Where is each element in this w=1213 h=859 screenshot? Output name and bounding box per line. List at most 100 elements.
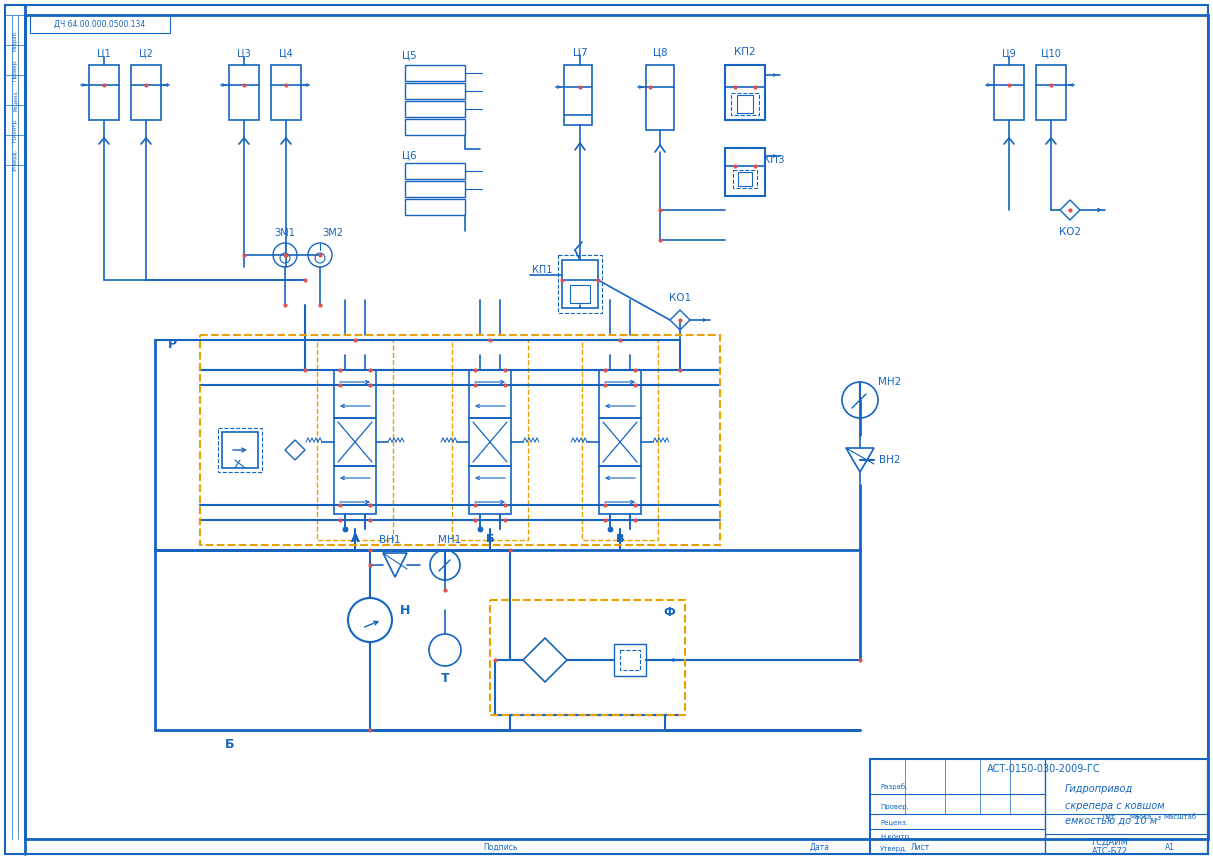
Text: Р: Р xyxy=(167,338,177,351)
Bar xyxy=(731,93,759,115)
Text: Ц8: Ц8 xyxy=(653,47,667,57)
Text: КП1: КП1 xyxy=(531,265,552,275)
Bar xyxy=(725,65,765,120)
Bar xyxy=(599,418,640,466)
Text: Гидропривод: Гидропривод xyxy=(1065,784,1133,794)
Text: КП3: КП3 xyxy=(763,155,785,165)
Bar xyxy=(725,148,765,196)
Bar xyxy=(405,199,465,215)
Bar xyxy=(317,340,393,540)
Text: Утверд.: Утверд. xyxy=(12,149,17,171)
Text: Ц6: Ц6 xyxy=(402,150,416,160)
Bar xyxy=(564,65,592,125)
Text: А: А xyxy=(351,534,359,544)
Bar xyxy=(558,255,602,313)
Bar xyxy=(131,65,161,120)
Text: Ц3: Ц3 xyxy=(237,48,251,58)
Bar xyxy=(334,370,376,418)
Text: МН2: МН2 xyxy=(878,377,901,387)
Bar xyxy=(222,432,258,468)
Bar xyxy=(570,285,590,303)
Bar xyxy=(599,466,640,514)
Text: МН1: МН1 xyxy=(438,535,462,545)
Text: Провер.: Провер. xyxy=(879,804,909,810)
Text: емкостью до 10 м³: емкостью до 10 м³ xyxy=(1065,816,1161,826)
Bar xyxy=(405,101,465,117)
Bar xyxy=(733,170,757,188)
Text: КП2: КП2 xyxy=(734,47,756,57)
Text: В: В xyxy=(616,534,625,544)
Text: ЗМ2: ЗМ2 xyxy=(321,228,343,238)
Text: Лит.: Лит. xyxy=(1101,814,1118,820)
Bar xyxy=(582,340,657,540)
Text: А1: А1 xyxy=(1164,843,1175,851)
Text: Б: Б xyxy=(486,534,494,544)
Bar xyxy=(738,95,753,113)
Circle shape xyxy=(348,598,392,642)
Bar xyxy=(469,418,511,466)
Text: ВН1: ВН1 xyxy=(380,535,400,545)
Bar xyxy=(599,370,640,418)
Text: Б: Б xyxy=(226,739,235,752)
Text: Масса: Масса xyxy=(1129,814,1151,820)
Text: Подпись: Подпись xyxy=(483,843,517,851)
Bar xyxy=(229,65,260,120)
Bar xyxy=(405,83,465,99)
Bar xyxy=(870,759,1208,854)
Text: ГСДАИМ: ГСДАИМ xyxy=(1092,838,1128,846)
Bar xyxy=(562,260,598,308)
Text: А: А xyxy=(351,534,359,544)
Text: Н: Н xyxy=(400,604,410,617)
Bar xyxy=(30,15,170,33)
Text: ВН2: ВН2 xyxy=(879,455,901,465)
Text: Б: Б xyxy=(486,534,494,544)
Text: скрепера с ковшом: скрепера с ковшом xyxy=(1065,801,1164,811)
Text: Масштаб: Масштаб xyxy=(1163,814,1196,820)
Bar xyxy=(89,65,119,120)
Text: Разраб.: Разраб. xyxy=(12,29,17,51)
Text: ДЧ 64.00.000.0500.134: ДЧ 64.00.000.0500.134 xyxy=(55,20,146,28)
Bar xyxy=(490,600,685,715)
Text: Реценз.: Реценз. xyxy=(879,819,909,825)
Text: Утверд.: Утверд. xyxy=(879,846,909,852)
Text: Провер.: Провер. xyxy=(12,58,17,82)
Bar xyxy=(405,181,465,197)
Text: КО1: КО1 xyxy=(668,293,691,303)
Bar xyxy=(405,119,465,135)
Bar xyxy=(405,163,465,179)
Bar xyxy=(647,65,674,130)
Text: Ц2: Ц2 xyxy=(139,48,153,58)
Text: Реценз.: Реценз. xyxy=(12,89,17,111)
Text: Н.контр.: Н.контр. xyxy=(879,834,911,840)
Text: ЗМ1: ЗМ1 xyxy=(274,228,296,238)
Bar xyxy=(614,644,647,676)
Text: Ц1: Ц1 xyxy=(97,48,110,58)
Text: АТС-Б72: АТС-Б72 xyxy=(1092,848,1128,856)
Text: АСТ-0150-030-2009-ГС: АСТ-0150-030-2009-ГС xyxy=(987,764,1101,774)
Bar xyxy=(469,370,511,418)
Bar xyxy=(270,65,301,120)
Text: Ц7: Ц7 xyxy=(573,47,587,57)
Text: Ц4: Ц4 xyxy=(279,48,292,58)
Text: КО2: КО2 xyxy=(1059,227,1081,237)
Text: Ф: Ф xyxy=(664,606,674,618)
Bar xyxy=(200,335,721,545)
Bar xyxy=(620,650,640,670)
Text: Дата: Дата xyxy=(810,843,830,851)
Bar xyxy=(334,418,376,466)
Bar xyxy=(738,172,752,186)
Text: В: В xyxy=(616,534,625,544)
Bar xyxy=(452,340,528,540)
Bar xyxy=(334,466,376,514)
Text: Лист: Лист xyxy=(911,843,929,851)
Bar xyxy=(469,466,511,514)
Bar xyxy=(993,65,1024,120)
Text: Ц9: Ц9 xyxy=(1002,48,1015,58)
Text: Т: Т xyxy=(440,672,449,685)
Text: Разраб.: Разраб. xyxy=(879,783,907,790)
Text: Н.контр.: Н.контр. xyxy=(12,118,17,143)
Bar xyxy=(1036,65,1066,120)
Text: Ц10: Ц10 xyxy=(1041,48,1061,58)
Text: Ц5: Ц5 xyxy=(402,50,416,60)
Bar xyxy=(218,428,262,472)
